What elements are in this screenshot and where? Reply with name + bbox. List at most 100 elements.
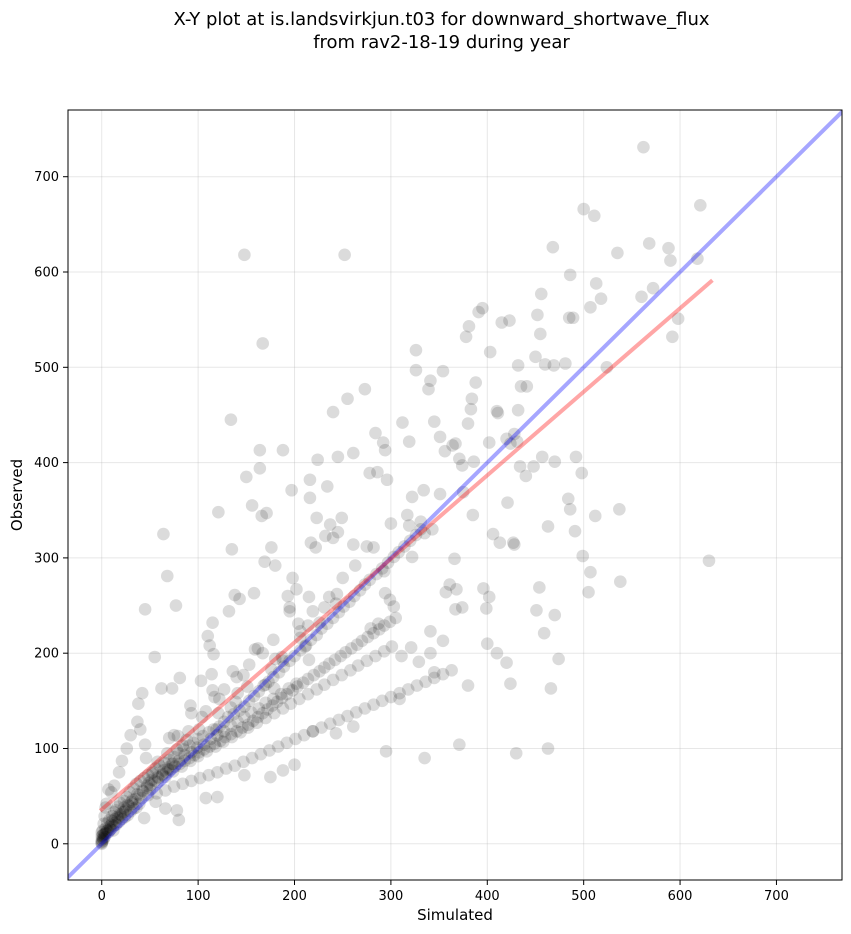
data-point [569,450,583,464]
data-point [133,723,147,736]
data-point [493,536,507,549]
data-point [151,755,164,769]
data-point [282,682,296,695]
data-point [438,444,452,458]
data-point [433,487,447,501]
data-point [427,415,441,428]
data-point [251,642,265,655]
data-point [203,740,216,753]
data-point [534,327,547,341]
data-point [113,796,127,810]
data-point [219,762,233,775]
data-point [322,657,336,670]
data-point [530,604,543,617]
data-point [131,715,144,729]
data-point [319,529,332,543]
data-point [600,361,614,374]
data-point [322,590,336,604]
data-point [577,202,590,216]
data-points [95,140,716,851]
data-point [544,682,558,695]
data-point [240,470,253,484]
data-point [395,649,408,663]
data-point [180,733,193,747]
data-point [156,768,169,782]
x-tick-label: 600 [668,889,693,904]
data-point [455,601,469,614]
data-point [267,706,281,720]
data-point [155,682,168,695]
data-point [211,728,224,742]
data-point [456,485,470,499]
data-point [301,672,315,686]
data-point [449,437,462,450]
data-point [201,629,215,643]
data-point [535,450,549,464]
data-point [231,686,244,700]
data-point [331,525,345,539]
data-point [537,626,551,640]
data-point [136,785,150,798]
data-point [109,804,123,817]
data-point [538,358,552,371]
data-point [178,754,191,768]
data-point [224,727,238,741]
data-point [548,608,562,622]
data-point [427,665,441,679]
data-point [511,403,525,417]
data-point [241,718,255,731]
data-point [185,746,198,759]
data-point [212,505,225,519]
data-point [666,330,679,344]
data-point [477,582,490,595]
data-point [225,543,239,556]
data-point [405,490,419,504]
data-point [589,277,603,290]
data-point [120,790,134,804]
data-point [341,392,354,406]
data-point [247,586,261,600]
data-point [283,604,296,618]
data-point [245,499,259,512]
data-point [293,631,307,645]
data-point [500,432,513,446]
data-point [347,538,360,551]
data-point [380,473,394,487]
data-point [238,710,251,724]
data-point [358,382,372,396]
data-point [318,601,331,614]
data-point [297,728,311,742]
data-point [234,725,247,739]
data-point [207,647,220,661]
data-point [469,376,483,389]
data-point [151,775,164,789]
data-point [190,741,204,754]
data-point [187,736,200,750]
data-point [96,834,109,848]
data-point [248,643,262,656]
data-point [427,671,441,685]
data-point [106,814,119,828]
data-point [97,817,110,831]
data-point [385,640,399,653]
data-point [486,527,500,541]
one-to-one-line [68,110,842,880]
data-point [504,437,517,450]
data-point [265,663,278,676]
data-point [286,684,299,697]
data-point [170,804,184,817]
data-point [104,823,117,836]
data-point [369,649,382,663]
data-point [360,654,374,668]
data-point [513,460,527,473]
data-point [277,660,291,673]
data-point [275,650,289,664]
data-point [226,664,240,678]
data-point [127,782,140,795]
data-point [377,619,391,632]
y-tick-label: 200 [34,647,59,662]
data-point [461,417,475,430]
data-point [208,690,221,704]
data-point [185,774,198,788]
data-point [335,668,349,682]
